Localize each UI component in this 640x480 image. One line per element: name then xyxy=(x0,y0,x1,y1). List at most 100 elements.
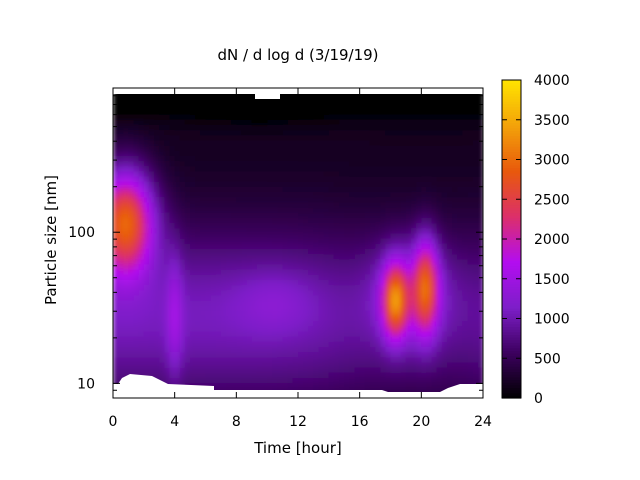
colorbar-strip xyxy=(502,209,521,214)
heatmap-cell xyxy=(328,367,335,373)
heatmap-cell xyxy=(159,119,166,125)
heatmap-cell xyxy=(303,237,309,244)
heatmap-cell xyxy=(272,382,279,389)
heatmap-cell xyxy=(287,372,294,379)
heatmap-cell xyxy=(262,181,268,187)
heatmap-cell xyxy=(431,212,438,218)
heatmap-cell xyxy=(148,274,155,280)
heatmap-cell xyxy=(231,217,238,224)
heatmap-cell xyxy=(113,279,119,286)
heatmap-cell xyxy=(339,227,345,234)
heatmap-cell xyxy=(267,356,274,363)
heatmap-cell xyxy=(349,237,356,244)
heatmap-cell xyxy=(195,222,202,229)
heatmap-cell xyxy=(436,217,443,224)
heatmap-cell xyxy=(215,320,222,327)
heatmap-cell xyxy=(267,294,274,301)
heatmap-cell xyxy=(369,294,376,301)
heatmap-cell xyxy=(436,382,443,389)
heatmap-cell xyxy=(215,258,222,265)
heatmap-cell xyxy=(308,217,315,224)
heatmap-cell xyxy=(318,274,325,280)
heatmap-cell xyxy=(344,124,351,131)
heatmap-cell xyxy=(215,330,222,337)
heatmap-cell xyxy=(333,279,340,286)
heatmap-cell xyxy=(375,279,381,286)
heatmap-cell xyxy=(272,356,279,363)
heatmap-cell xyxy=(411,325,417,332)
heatmap-cell xyxy=(411,222,417,229)
heatmap-cell xyxy=(380,341,387,348)
heatmap-cell xyxy=(241,155,248,162)
heatmap-cell xyxy=(303,155,309,162)
heatmap-cell xyxy=(472,258,479,265)
heatmap-cell xyxy=(241,119,248,125)
heatmap-cell xyxy=(416,93,423,100)
heatmap-cell xyxy=(143,248,150,255)
heatmap-cell xyxy=(226,108,232,115)
heatmap-cell xyxy=(328,243,335,249)
heatmap-cell xyxy=(323,294,330,301)
heatmap-cell xyxy=(195,346,202,353)
heatmap-cell xyxy=(190,165,196,172)
heatmap-cell xyxy=(231,263,238,270)
heatmap-cell xyxy=(236,165,243,172)
heatmap-cell xyxy=(128,139,135,146)
heatmap-cell xyxy=(375,310,381,317)
heatmap-cell xyxy=(395,150,402,156)
heatmap-cell xyxy=(133,227,140,234)
heatmap-cell xyxy=(231,222,238,229)
heatmap-cell xyxy=(123,201,130,208)
heatmap-cell xyxy=(400,98,407,105)
heatmap-cell xyxy=(184,263,191,270)
heatmap-cell xyxy=(277,119,284,125)
heatmap-cell xyxy=(143,279,150,286)
heatmap-cell xyxy=(179,372,186,379)
heatmap-cell xyxy=(210,134,217,141)
heatmap-cell xyxy=(318,175,325,182)
heatmap-cell xyxy=(477,217,483,224)
heatmap-cell xyxy=(416,155,423,162)
heatmap-cell xyxy=(154,274,160,280)
heatmap-cell xyxy=(298,227,304,234)
heatmap-cell xyxy=(354,310,361,317)
heatmap-cell xyxy=(154,191,160,198)
heatmap-cell xyxy=(113,186,119,193)
heatmap-cell xyxy=(205,201,212,208)
heatmap-cell xyxy=(195,160,202,167)
heatmap-cell xyxy=(113,351,119,358)
heatmap-cell xyxy=(328,253,335,260)
heatmap-cell xyxy=(190,196,196,203)
heatmap-cell xyxy=(118,119,124,125)
heatmap-cell xyxy=(190,284,196,291)
heatmap-cell xyxy=(200,310,207,317)
heatmap-cell xyxy=(133,129,140,136)
heatmap-cell xyxy=(313,305,320,311)
heatmap-cell xyxy=(354,134,361,141)
heatmap-cell xyxy=(241,108,248,115)
heatmap-cell xyxy=(349,134,356,141)
heatmap-cell xyxy=(292,325,299,332)
heatmap-cell xyxy=(447,346,453,353)
heatmap-cell xyxy=(349,263,356,270)
heatmap-cell xyxy=(287,382,294,389)
heatmap-cell xyxy=(169,93,176,100)
heatmap-cell xyxy=(256,150,263,156)
heatmap-cell xyxy=(375,289,381,296)
heatmap-cell xyxy=(267,320,274,327)
heatmap-cell xyxy=(179,186,186,193)
heatmap-cell xyxy=(138,129,145,136)
heatmap-cell xyxy=(472,320,479,327)
heatmap-cell xyxy=(277,155,284,162)
heatmap-cell xyxy=(354,160,361,167)
heatmap-cell xyxy=(349,279,356,286)
heatmap-cell xyxy=(462,299,469,306)
heatmap-cell xyxy=(195,274,202,280)
heatmap-cell xyxy=(467,113,474,120)
heatmap-cell xyxy=(436,346,443,353)
heatmap-cell xyxy=(426,361,433,368)
heatmap-cell xyxy=(272,212,279,218)
heatmap-cell xyxy=(256,274,263,280)
heatmap-cell xyxy=(262,170,268,177)
heatmap-cell xyxy=(426,372,433,379)
